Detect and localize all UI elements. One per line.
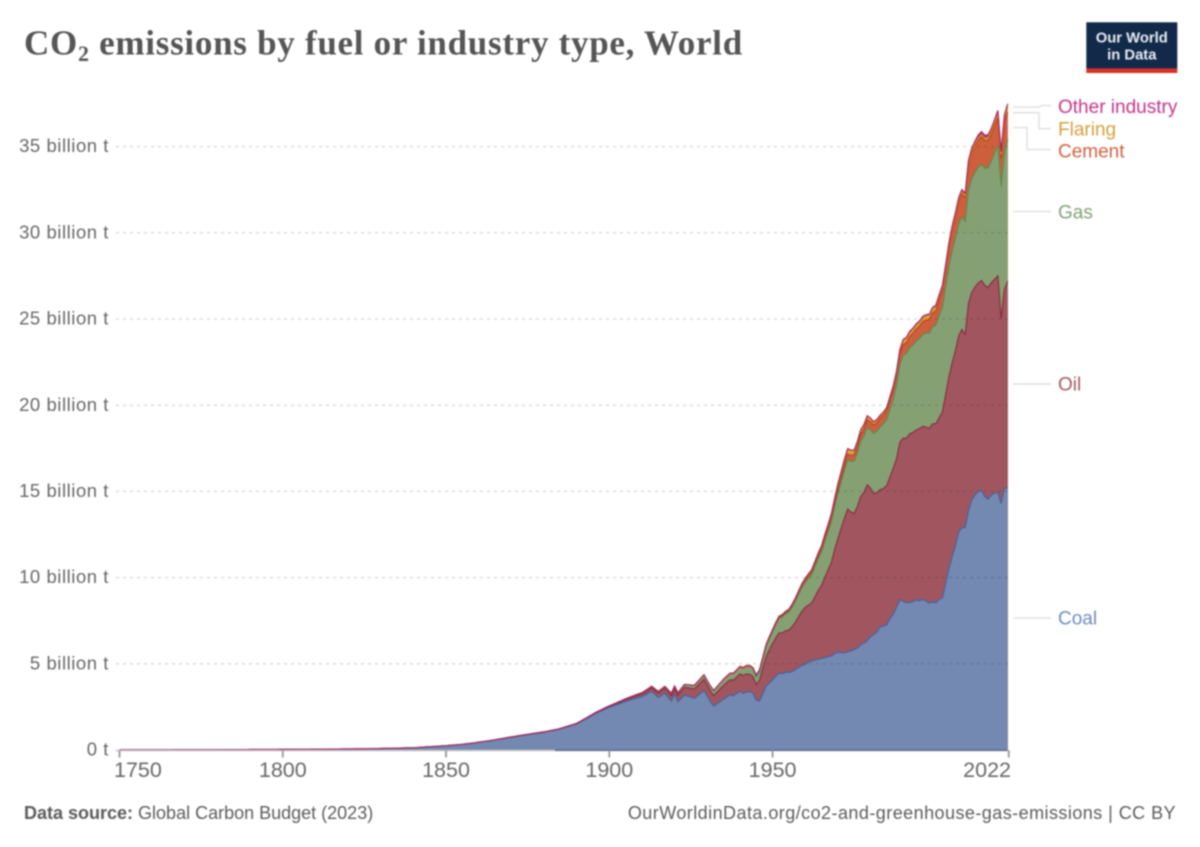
svg-text:Flaring: Flaring [1058, 119, 1116, 140]
svg-text:0 t: 0 t [87, 739, 109, 760]
svg-text:2022: 2022 [963, 758, 1011, 782]
svg-text:OurWorldinData.org/co2-and-gre: OurWorldinData.org/co2-and-greenhouse-ga… [628, 803, 1176, 823]
svg-text:Our World: Our World [1096, 30, 1168, 46]
svg-text:30 billion t: 30 billion t [19, 221, 109, 242]
svg-text:5 billion t: 5 billion t [30, 652, 109, 673]
svg-text:35 billion t: 35 billion t [19, 135, 109, 156]
svg-text:1900: 1900 [585, 758, 633, 782]
svg-text:15 billion t: 15 billion t [19, 480, 109, 501]
svg-text:1750: 1750 [114, 758, 162, 782]
svg-text:Coal: Coal [1058, 609, 1097, 630]
svg-text:CO2 emissions by fuel or indus: CO2 emissions by fuel or industry type, … [24, 24, 743, 67]
svg-text:1800: 1800 [259, 758, 307, 782]
svg-text:Cement: Cement [1058, 142, 1125, 163]
svg-text:20 billion t: 20 billion t [19, 394, 109, 415]
svg-text:1850: 1850 [422, 758, 470, 782]
svg-text:Data source: Global Carbon Bud: Data source: Global Carbon Budget (2023) [24, 803, 373, 823]
svg-text:25 billion t: 25 billion t [19, 308, 109, 329]
svg-text:10 billion t: 10 billion t [19, 566, 109, 587]
svg-text:Oil: Oil [1058, 374, 1081, 395]
svg-text:1950: 1950 [749, 758, 797, 782]
svg-text:in Data: in Data [1107, 47, 1157, 63]
svg-text:Other industry: Other industry [1058, 97, 1178, 118]
svg-text:Gas: Gas [1058, 202, 1093, 223]
